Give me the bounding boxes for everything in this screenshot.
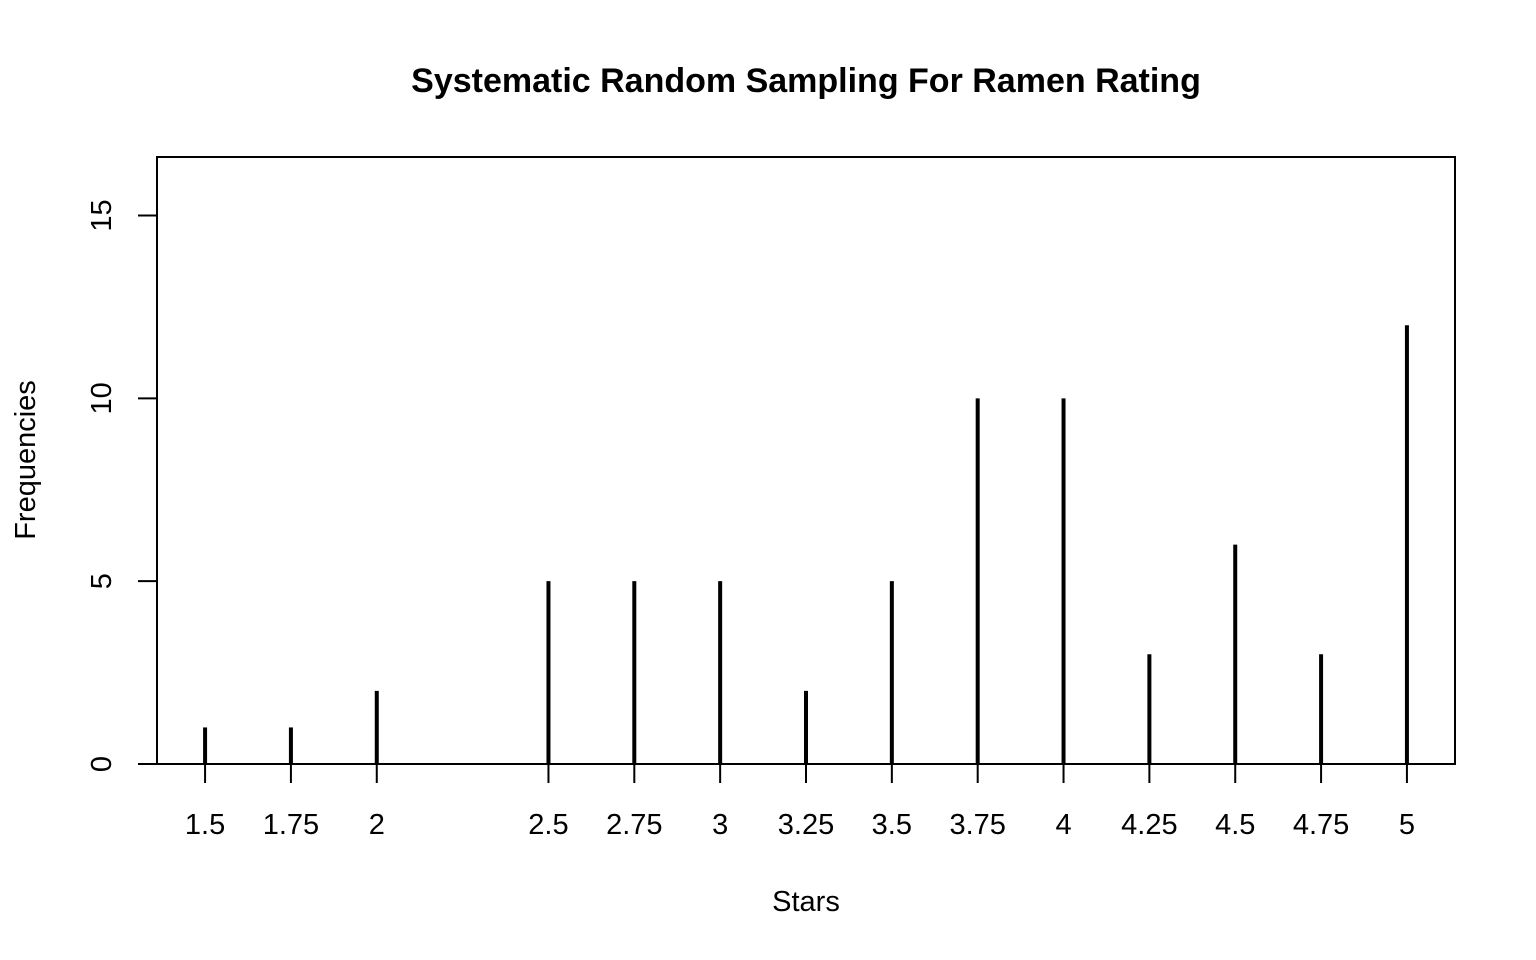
plot-frame (156, 156, 1456, 765)
y-tick-label-10: 10 (86, 382, 118, 414)
y-tick-label-15: 15 (86, 199, 118, 231)
bars (203, 325, 1409, 764)
x-axis: 1.5 1.75 2 2.5 2.75 3 3.25 3.5 3.75 4 4.25 4.5 4.75 5 (185, 764, 1415, 841)
chart-title: Systematic Random Sampling For Ramen Rat… (411, 62, 1201, 100)
y-tick-label-0: 0 (86, 756, 118, 772)
y-axis: 0 5 10 15 (86, 199, 158, 772)
x-tick-label-4.5: 4.5 (1215, 809, 1255, 841)
x-tick-label-4.25: 4.25 (1121, 809, 1177, 841)
x-axis-label: Stars (772, 886, 840, 918)
x-tick-label-3.5: 3.5 (872, 809, 912, 841)
y-tick-label-5: 5 (86, 573, 118, 589)
y-axis-label: Frequencies (10, 380, 42, 540)
x-tick-label-2.5: 2.5 (528, 809, 568, 841)
x-tick-label-3.25: 3.25 (778, 809, 834, 841)
x-tick-label-1.75: 1.75 (263, 809, 319, 841)
x-tick-label-1.5: 1.5 (185, 809, 225, 841)
x-tick-label-2: 2 (369, 809, 385, 841)
x-tick-label-3: 3 (712, 809, 728, 841)
x-tick-label-5: 5 (1399, 809, 1415, 841)
x-tick-label-4: 4 (1055, 809, 1071, 841)
x-tick-label-2.75: 2.75 (606, 809, 662, 841)
x-tick-label-4.75: 4.75 (1293, 809, 1349, 841)
x-tick-label-3.75: 3.75 (949, 809, 1005, 841)
